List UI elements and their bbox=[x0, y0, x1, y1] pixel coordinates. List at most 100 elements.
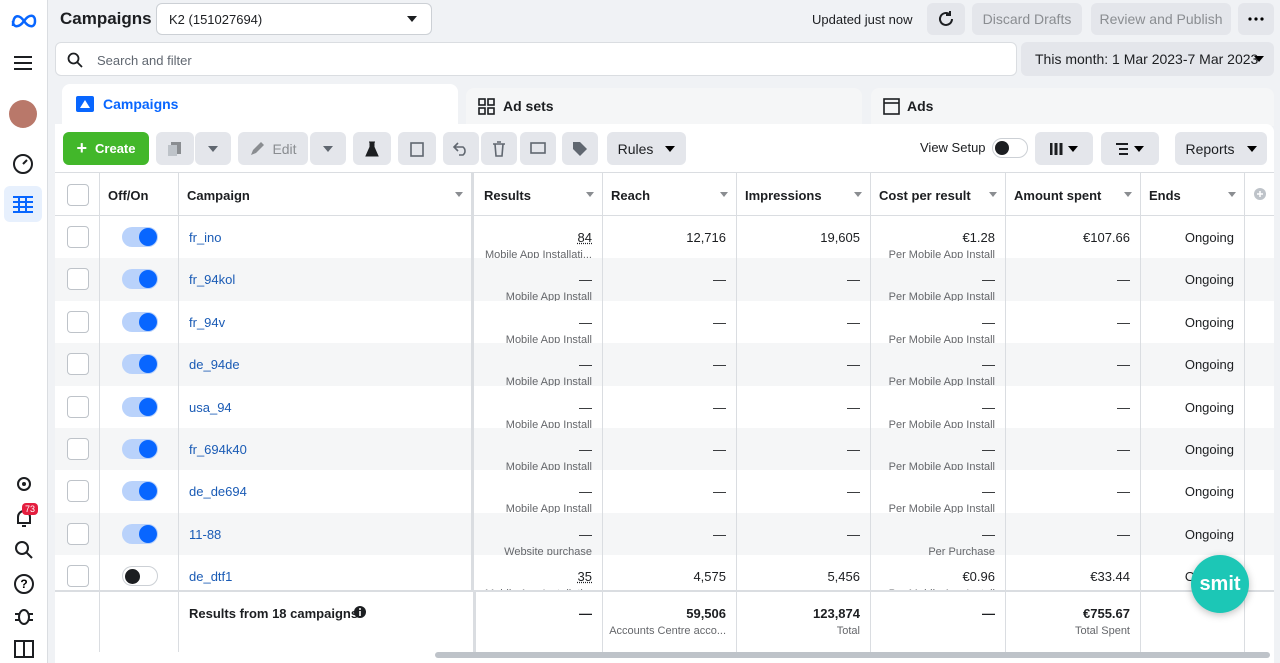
status-toggle[interactable] bbox=[122, 311, 158, 332]
row-cell: 12,716 bbox=[603, 216, 737, 259]
panel-icon[interactable] bbox=[14, 640, 34, 658]
row-cell: — bbox=[603, 300, 737, 344]
row-cell bbox=[55, 385, 100, 428]
header-cell[interactable]: Results bbox=[476, 173, 603, 215]
columns-button[interactable] bbox=[1035, 132, 1093, 165]
bug-icon[interactable] bbox=[14, 606, 34, 626]
adsets-tab[interactable]: Ad sets bbox=[466, 88, 862, 126]
reports-button[interactable]: Reports bbox=[1175, 132, 1267, 165]
row-checkbox[interactable] bbox=[67, 438, 89, 460]
table-row: fr_94v — Mobile App Install — — — Per Mobile A… bbox=[55, 300, 1274, 346]
row-cell bbox=[100, 385, 179, 428]
avatar[interactable] bbox=[9, 100, 37, 128]
header-cell[interactable]: Impressions bbox=[737, 173, 871, 215]
row-cell: — Per Mobile App Install bbox=[871, 343, 1006, 389]
row-checkbox[interactable] bbox=[67, 480, 89, 503]
breakdown-button[interactable] bbox=[1101, 132, 1159, 165]
cell-value: 12,716 bbox=[686, 230, 726, 245]
campaign-name[interactable]: fr_94v bbox=[189, 314, 226, 330]
ab-test-button[interactable] bbox=[520, 132, 556, 165]
status-toggle[interactable] bbox=[122, 566, 158, 587]
search-icon[interactable] bbox=[14, 540, 34, 560]
info-icon[interactable] bbox=[354, 606, 366, 618]
row-cell bbox=[55, 216, 100, 259]
scrollbar[interactable] bbox=[435, 652, 1270, 658]
create-button[interactable]: + Create bbox=[63, 132, 149, 165]
campaign-name[interactable]: de_94de bbox=[189, 357, 240, 373]
campaign-name[interactable]: 11-88 bbox=[189, 526, 222, 542]
status-toggle[interactable] bbox=[122, 481, 158, 502]
status-toggle[interactable] bbox=[122, 523, 158, 544]
row-cell: — Per Mobile App Install bbox=[871, 300, 1006, 346]
status-toggle[interactable] bbox=[122, 269, 158, 290]
toggle-knob bbox=[139, 524, 157, 543]
row-checkbox[interactable] bbox=[67, 565, 89, 588]
edit-button[interactable]: Edit bbox=[238, 132, 308, 165]
footer-cell bbox=[100, 592, 179, 652]
campaign-name[interactable]: de_de694 bbox=[189, 484, 247, 500]
date-picker[interactable]: This month: 1 Mar 2023-7 Mar 2023 bbox=[1021, 42, 1274, 76]
status-toggle[interactable] bbox=[122, 354, 158, 375]
ads-tab[interactable]: Ads bbox=[871, 88, 1274, 126]
header-cell[interactable]: Campaign bbox=[179, 173, 474, 215]
view-setup-toggle[interactable] bbox=[992, 138, 1028, 158]
row-checkbox[interactable] bbox=[67, 522, 89, 545]
row-cell bbox=[100, 258, 179, 301]
tag-button[interactable] bbox=[562, 132, 598, 165]
gauge-icon[interactable] bbox=[12, 153, 34, 175]
account-select[interactable]: K2 (151027694) bbox=[156, 3, 432, 35]
cell-value: Ongoing bbox=[1184, 357, 1234, 373]
row-checkbox[interactable] bbox=[67, 353, 89, 376]
cell-value: Ongoing bbox=[1184, 484, 1234, 500]
tab-label: Campaigns bbox=[103, 96, 179, 112]
active-nav[interactable] bbox=[4, 186, 42, 222]
header-cell[interactable]: Reach bbox=[603, 173, 737, 215]
cell-value: €1.28 bbox=[962, 230, 995, 245]
rules-button[interactable]: Rules bbox=[607, 132, 686, 165]
discard-button[interactable]: Discard Drafts bbox=[972, 3, 1082, 35]
header-cell[interactable]: Cost per result bbox=[871, 173, 1006, 215]
cell-value: 35 bbox=[577, 569, 592, 585]
add-column[interactable] bbox=[1254, 188, 1266, 200]
undo-button[interactable] bbox=[443, 132, 479, 165]
header-cell[interactable]: Ends bbox=[1141, 173, 1245, 215]
campaign-name[interactable]: usa_94 bbox=[189, 399, 232, 415]
clipboard-button[interactable] bbox=[398, 132, 436, 165]
campaign-name[interactable]: fr_94kol bbox=[189, 272, 236, 288]
duplicate-button[interactable] bbox=[156, 132, 194, 165]
more-button[interactable] bbox=[1238, 3, 1274, 35]
smit-badge[interactable]: smit bbox=[1191, 555, 1249, 613]
row-checkbox[interactable] bbox=[67, 226, 89, 248]
select-all-checkbox[interactable] bbox=[67, 184, 89, 206]
header-cell[interactable]: Amount spent bbox=[1006, 173, 1141, 215]
menu-icon[interactable] bbox=[13, 55, 33, 71]
status-toggle[interactable] bbox=[122, 227, 158, 247]
publish-button[interactable]: Review and Publish bbox=[1091, 3, 1231, 35]
cell-subtext: Per Mobile App Install bbox=[888, 376, 995, 389]
cell-subtext: Per Mobile App Install bbox=[888, 249, 995, 261]
refresh-button[interactable] bbox=[927, 3, 965, 35]
campaign-name[interactable]: fr_694k40 bbox=[189, 442, 247, 457]
table-row: de_94de — Mobile App Install — — — Per Mobile … bbox=[55, 343, 1274, 389]
campaign-name[interactable]: fr_ino bbox=[189, 230, 222, 245]
campaign-name[interactable]: de_dtf1 bbox=[189, 569, 233, 585]
delete-button[interactable] bbox=[481, 132, 517, 165]
help-icon[interactable]: ? bbox=[13, 573, 35, 595]
row-cell: — Per Purchase bbox=[871, 512, 1006, 558]
row-checkbox[interactable] bbox=[67, 310, 89, 333]
settings-icon[interactable] bbox=[14, 474, 34, 494]
row-cell: Ongoing bbox=[1141, 470, 1245, 513]
row-cell: — Mobile App Install bbox=[476, 343, 603, 388]
status-toggle[interactable] bbox=[122, 439, 158, 459]
status-toggle[interactable] bbox=[122, 396, 158, 417]
cell-value: — bbox=[579, 526, 592, 542]
test-button[interactable] bbox=[353, 132, 391, 165]
row-cell bbox=[100, 428, 179, 471]
row-checkbox[interactable] bbox=[67, 395, 89, 418]
search-bar[interactable]: Search and filter bbox=[55, 42, 1017, 76]
row-checkbox[interactable] bbox=[67, 268, 89, 291]
duplicate-menu[interactable] bbox=[195, 132, 231, 165]
header-cell[interactable]: Off/On bbox=[100, 173, 179, 215]
edit-menu[interactable] bbox=[310, 132, 346, 165]
campaigns-tab[interactable]: Campaigns bbox=[62, 84, 458, 129]
